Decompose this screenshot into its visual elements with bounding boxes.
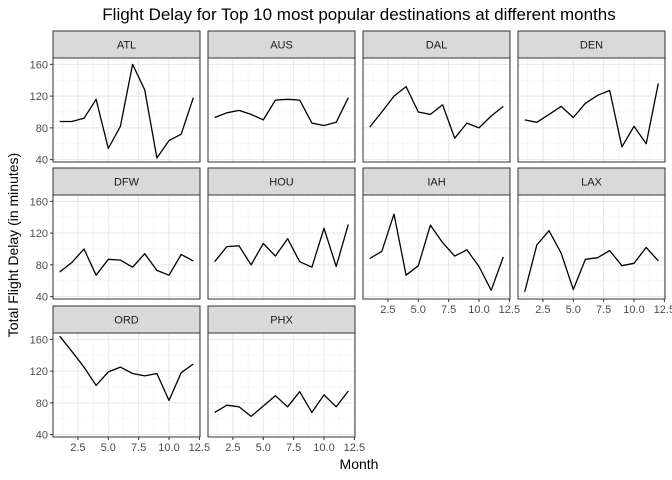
strip-label-atl: ATL [117, 40, 136, 52]
x-tick-label: 12.5 [189, 442, 210, 454]
strip-den [517, 30, 666, 59]
series-line-dfw [59, 248, 194, 276]
strip-hou [207, 167, 356, 196]
strip-label-iah: IAH [427, 177, 445, 189]
x-tick-label: 7.5 [131, 442, 146, 454]
y-tick-label: 120 [30, 366, 48, 378]
x-tick-label: 7.5 [441, 304, 456, 316]
strip-dfw [52, 167, 201, 196]
facet-panels: ATL 40 80 120 160 AUS DAL DEN DFW 40 80 120 160 HOU IA… [30, 30, 672, 454]
x-tick-label: 5.0 [101, 442, 116, 454]
chart-title: Flight Delay for Top 10 most popular des… [102, 5, 615, 24]
panel-border-atl [52, 57, 201, 163]
x-tick-label: 5.0 [256, 442, 271, 454]
series-line-den [524, 83, 659, 148]
panel-iah: IAH 2.5 5.0 7.5 10.0 12.5 [362, 167, 520, 316]
x-tick-label: 10.0 [313, 442, 334, 454]
y-tick-label: 40 [36, 430, 48, 442]
strip-label-den: DEN [580, 40, 603, 52]
strip-label-lax: LAX [581, 177, 602, 189]
panel-lax: LAX 2.5 5.0 7.5 10.0 12.5 [517, 167, 672, 316]
series-line-hou [214, 224, 349, 268]
y-tick-label: 40 [36, 155, 48, 167]
x-tick-label: 12.5 [344, 442, 365, 454]
panel-phx: PHX 2.5 5.0 7.5 10.0 12.5 [207, 305, 365, 454]
y-tick-label: 80 [36, 398, 48, 410]
strip-atl [52, 30, 201, 59]
x-tick-label: 5.0 [566, 304, 581, 316]
panel-border-den [517, 57, 666, 163]
y-axis-title: Total Flight Delay (in minutes) [5, 153, 21, 337]
strip-aus [207, 30, 356, 59]
x-tick-label: 10.0 [468, 304, 489, 316]
strip-label-phx: PHX [270, 315, 293, 327]
panel-border-ord [52, 332, 201, 438]
x-tick-label: 7.5 [286, 442, 301, 454]
y-tick-label: 80 [36, 123, 48, 135]
y-tick-label: 160 [30, 334, 48, 346]
panel-background-ord [53, 333, 200, 437]
strip-label-hou: HOU [269, 177, 294, 189]
x-tick-label: 7.5 [596, 304, 611, 316]
x-tick-label: 10.0 [158, 442, 179, 454]
strip-iah [362, 167, 511, 196]
series-line-lax [524, 230, 659, 293]
strip-label-aus: AUS [270, 40, 293, 52]
x-tick-label: 12.5 [654, 304, 672, 316]
panel-background-dfw [53, 195, 200, 299]
x-tick-label: 5.0 [411, 304, 426, 316]
strip-dal [362, 30, 511, 59]
panel-background-atl [53, 58, 200, 162]
strip-label-dfw: DFW [114, 177, 140, 189]
y-tick-label: 120 [30, 91, 48, 103]
panel-ord: ORD 40 80 120 160 2.5 5.0 7.5 10.0 12.5 [30, 305, 210, 454]
panel-atl: ATL 40 80 120 160 [30, 30, 201, 167]
x-tick-label: 2.5 [70, 442, 85, 454]
series-line-dal [369, 85, 504, 139]
panel-aus: AUS [207, 30, 356, 163]
series-line-aus [214, 97, 349, 127]
x-tick-label: 2.5 [380, 304, 395, 316]
panel-background-lax [518, 195, 665, 299]
y-tick-label: 40 [36, 292, 48, 304]
x-axis-title: Month [340, 456, 379, 472]
strip-label-ord: ORD [114, 315, 139, 327]
y-tick-label: 160 [30, 59, 48, 71]
x-tick-label: 2.5 [225, 442, 240, 454]
panel-hou: HOU [207, 167, 356, 300]
strip-lax [517, 167, 666, 196]
panel-dfw: DFW 40 80 120 160 [30, 167, 201, 304]
panel-background-aus [208, 58, 355, 162]
panel-border-dal [362, 57, 511, 163]
panel-border-dfw [52, 194, 201, 300]
series-line-phx [214, 390, 349, 418]
panel-background-phx [208, 333, 355, 437]
panel-background-den [518, 58, 665, 162]
panel-border-lax [517, 194, 666, 300]
series-line-atl [59, 63, 194, 159]
series-line-iah [369, 213, 504, 291]
x-tick-label: 2.5 [535, 304, 550, 316]
panel-border-iah [362, 194, 511, 300]
panel-dal: DAL [362, 30, 511, 163]
panel-border-phx [207, 332, 356, 438]
y-tick-label: 120 [30, 228, 48, 240]
x-tick-label: 10.0 [623, 304, 644, 316]
x-tick-label: 12.5 [499, 304, 520, 316]
panel-border-aus [207, 57, 356, 163]
y-tick-label: 160 [30, 196, 48, 208]
panel-border-hou [207, 194, 356, 300]
y-tick-label: 80 [36, 260, 48, 272]
panel-den: DEN [517, 30, 666, 163]
series-line-ord [59, 335, 194, 402]
strip-label-dal: DAL [426, 40, 447, 52]
